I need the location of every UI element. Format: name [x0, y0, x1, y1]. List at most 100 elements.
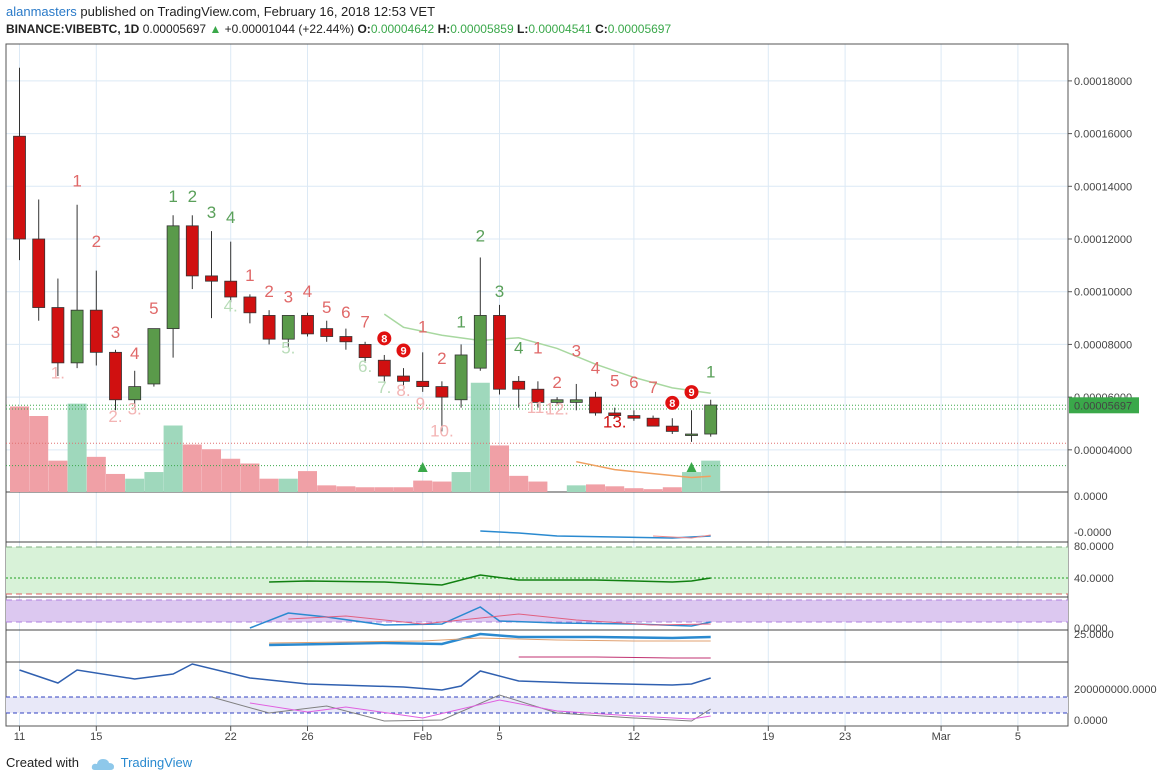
candle-body — [13, 135, 26, 240]
candle-body — [166, 225, 180, 330]
td-count-label: 3 — [111, 323, 120, 342]
volume-bar — [509, 475, 529, 492]
volume-bar — [355, 487, 375, 492]
candle-body — [51, 307, 65, 364]
td-nine-marker: 8 — [665, 395, 680, 410]
td-count-label: 2 — [552, 373, 561, 392]
volume-bar — [106, 473, 125, 492]
td-count-label: 2 — [264, 282, 273, 301]
td-count-label: 13. — [603, 412, 627, 431]
tradingview-cloud-icon — [91, 758, 114, 770]
volume-bar — [298, 471, 317, 492]
candle-body — [665, 425, 679, 432]
pane2-label: 40.0000 — [1074, 573, 1114, 585]
td-count-label: 2 — [437, 349, 446, 368]
low-value: 0.00004541 — [528, 22, 592, 36]
pane2-label: 80.0000 — [1074, 541, 1114, 553]
change-arrow-icon: ▲ — [209, 22, 222, 36]
pane5-line-pink — [249, 699, 711, 720]
volume-bar — [163, 425, 183, 492]
td-count-label: 1 — [456, 312, 465, 331]
td-count-label: 2 — [188, 187, 197, 206]
volume-bar — [605, 486, 625, 492]
candle-body — [301, 315, 314, 335]
candle-body — [128, 386, 142, 401]
published-text: published on TradingView.com, February 1… — [76, 4, 436, 19]
pane5-line-gray — [211, 694, 711, 722]
candle-body — [685, 433, 698, 436]
volume-bar — [67, 403, 87, 492]
volume-bar — [10, 406, 29, 492]
pane4-line-blue — [269, 632, 711, 647]
td-nine-label: 8 — [381, 333, 387, 345]
pane3-band — [6, 600, 1068, 622]
volume-bar — [451, 472, 471, 492]
td-count-label: 4. — [224, 296, 238, 315]
td-count-label: 7 — [648, 378, 657, 397]
ma-line-green — [383, 313, 711, 394]
x-tick-label: 5 — [496, 731, 502, 743]
volume-bar — [125, 478, 145, 492]
td-count-label: 5 — [322, 298, 331, 317]
author-link[interactable]: alanmasters — [6, 4, 77, 19]
tradingview-link[interactable]: TradingView — [120, 755, 193, 770]
volume-bar — [490, 445, 509, 492]
close-label: C: — [595, 22, 608, 36]
volume-bar — [374, 487, 394, 492]
candle-body — [589, 396, 602, 414]
volume-bar — [336, 486, 356, 492]
pane2-line — [269, 574, 711, 586]
x-tick-label: 11 — [14, 731, 25, 743]
ma-line-orange — [576, 460, 711, 479]
td-nine-marker: 9 — [396, 343, 411, 358]
td-count-label: 6 — [629, 373, 638, 392]
candle-body — [473, 315, 487, 369]
volume-bar — [566, 485, 586, 492]
td-count-label: 7. — [377, 378, 391, 397]
candle-body — [358, 344, 372, 358]
pane5-label: 0.0000 — [1074, 715, 1108, 727]
td-count-label: 11. — [527, 398, 549, 417]
candle-body — [646, 417, 660, 427]
td-count-label: 5 — [610, 372, 619, 391]
candle-body — [435, 386, 449, 398]
td-count-label: 1 — [533, 339, 542, 358]
volume-bar — [86, 456, 106, 492]
volume-bar — [221, 458, 241, 492]
candle-body — [416, 380, 430, 387]
td-nine-marker: 9 — [684, 385, 699, 400]
plot-area — [6, 44, 1068, 726]
pane2-band — [6, 547, 1068, 594]
td-count-label: 3 — [572, 341, 581, 360]
symbol-label: BINANCE:VIBEBTC, 1D — [6, 22, 140, 36]
y-tick-label: 0.00004000 — [1074, 445, 1132, 457]
open-label: O: — [357, 22, 371, 36]
x-tick-label: 15 — [90, 731, 102, 743]
pane4-line-orange — [269, 637, 711, 644]
volume-bar — [48, 460, 68, 492]
pane1-line-red — [653, 534, 711, 539]
volume-bar — [432, 481, 452, 492]
candle-body — [550, 399, 564, 403]
volume-bar — [182, 444, 202, 492]
last-price: 0.00005697 — [142, 22, 207, 36]
y-tick-label: 0.00008000 — [1074, 339, 1132, 351]
td-nine-label: 9 — [400, 345, 406, 357]
td-count-label: 2 — [92, 232, 101, 251]
volume-bar — [528, 481, 548, 492]
volume-bar — [317, 485, 337, 492]
td-count-label: 1. — [51, 364, 65, 383]
td-count-label: 3. — [128, 399, 142, 418]
volume-bar — [586, 484, 605, 492]
pane5-label: 200000000.0000 — [1074, 684, 1157, 696]
volume-bar — [624, 488, 644, 492]
td-count-label: 1 — [168, 187, 177, 206]
td-count-label: 2. — [108, 407, 122, 426]
volume-bar — [202, 449, 221, 492]
volume-bar — [682, 472, 701, 492]
y-tick-label: 0.00014000 — [1074, 181, 1132, 193]
volume-bar — [470, 382, 490, 492]
candle-body — [704, 404, 718, 435]
volume-bar — [144, 472, 164, 492]
footer: Created with TradingView — [6, 755, 192, 771]
